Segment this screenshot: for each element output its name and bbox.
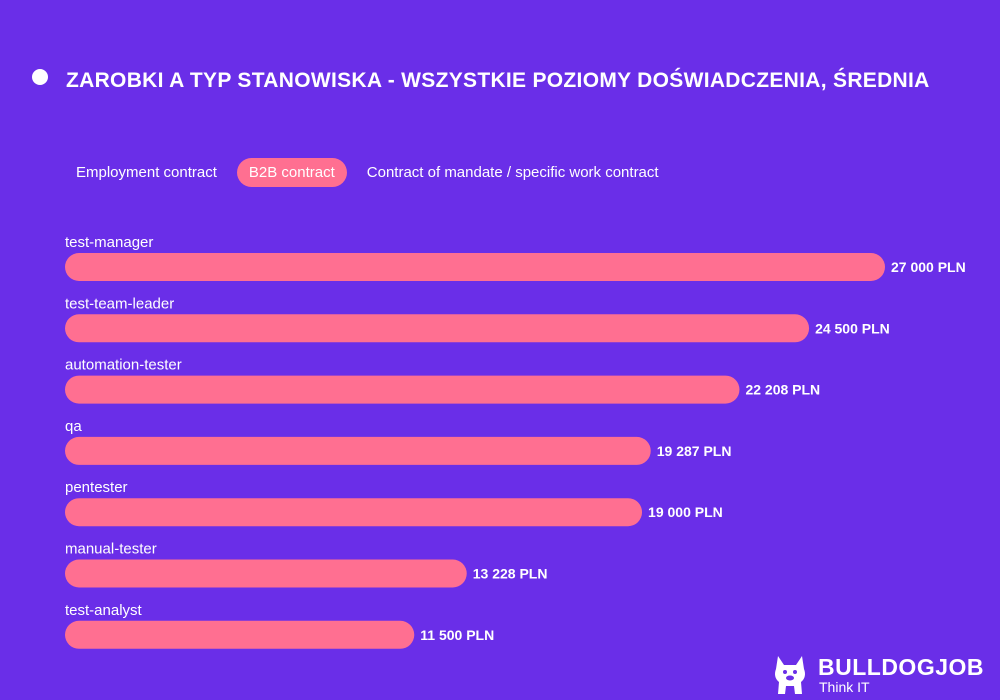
bulldog-icon [775,656,805,694]
tab-employment-contract[interactable]: Employment contract [76,164,217,181]
tab-b2b-contract[interactable]: B2B contract [236,158,347,187]
contract-type-tabs: Employment contract B2B contract Contrac… [64,158,671,187]
value-label-qa: 19 287 PLN [657,443,732,459]
bar-test-team-leader[interactable] [65,314,810,343]
category-label-qa: qa [65,418,82,435]
category-label-pentester: pentester [65,479,128,496]
value-label-automation-tester: 22 208 PLN [745,382,820,398]
category-label-test-analyst: test-analyst [65,602,143,619]
value-label-test-team-leader: 24 500 PLN [815,320,890,336]
value-label-test-analyst: 11 500 PLN [420,627,494,643]
value-label-pentester: 19 000 PLN [648,504,723,520]
tab-mandate-contract[interactable]: Contract of mandate / specific work cont… [366,164,659,181]
chart-title: ZAROBKI A TYP STANOWISKA - WSZYSTKIE POZ… [66,69,930,92]
bar-automation-tester[interactable] [65,375,740,404]
bar-manual-tester[interactable] [65,559,467,588]
value-label-test-manager: 27 000 PLN [891,259,966,275]
category-label-test-manager: test-manager [65,234,153,251]
logo-tagline: Think IT [819,679,870,695]
logo-text: BULLDOGJOB [818,654,984,680]
title-bullet-icon [32,69,48,85]
bar-pentester[interactable] [65,498,643,527]
chart-title-block: ZAROBKI A TYP STANOWISKA - WSZYSTKIE POZ… [32,62,962,99]
value-label-manual-tester: 13 228 PLN [473,566,548,582]
bar-qa[interactable] [65,436,651,465]
category-label-manual-tester: manual-tester [65,541,157,558]
bar-test-manager[interactable] [65,253,885,281]
bulldogjob-logo: BULLDOGJOB Think IT [768,650,993,698]
bar-test-analyst[interactable] [65,620,415,649]
category-label-test-team-leader: test-team-leader [65,295,174,312]
category-label-automation-tester: automation-tester [65,357,182,374]
